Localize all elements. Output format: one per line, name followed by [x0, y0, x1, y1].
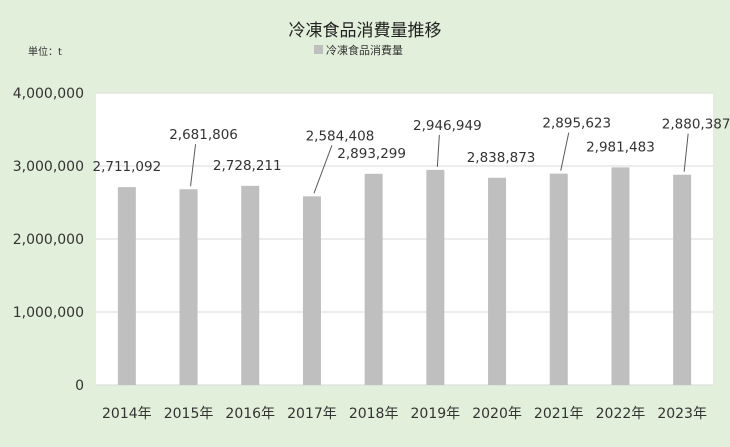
data-label: 2,946,949 — [413, 118, 482, 134]
x-tick-label: 2016年 — [225, 406, 275, 422]
data-label: 2,838,873 — [467, 150, 536, 166]
x-tick-label: 2014年 — [102, 406, 152, 422]
x-axis: 2014年 2015年 2016年 2017年 2018年 2019年 2020年 2021年… — [102, 406, 707, 422]
y-tick-label: 3,000,000 — [13, 159, 84, 175]
bar — [488, 177, 507, 385]
x-tick-label: 2018年 — [349, 406, 399, 422]
data-label: 2,893,299 — [337, 146, 406, 162]
leader-line — [560, 132, 570, 171]
data-label: 2,895,623 — [542, 116, 611, 132]
bar — [426, 169, 445, 385]
data-label: 2,981,483 — [586, 139, 655, 155]
y-tick-label: 2,000,000 — [13, 232, 84, 248]
bar — [364, 173, 383, 385]
x-tick-label: 2017年 — [287, 406, 337, 422]
y-tick-label: 1,000,000 — [13, 305, 84, 321]
bar — [611, 167, 630, 385]
chart-title: 冷凍食品消費量推移 — [289, 21, 442, 41]
leader-lines — [190, 132, 689, 194]
x-tick-label: 2021年 — [534, 406, 584, 422]
leader-line — [313, 145, 333, 194]
leader-line — [436, 134, 440, 167]
y-axis: 0 1,000,000 2,000,000 3,000,000 4,000,000 — [13, 86, 84, 394]
legend-swatch — [314, 45, 323, 54]
leader-line — [190, 144, 197, 187]
x-tick-label: 2023年 — [657, 406, 707, 422]
data-label: 2,711,092 — [92, 159, 161, 175]
x-tick-label: 2015年 — [164, 406, 214, 422]
x-tick-label: 2022年 — [596, 406, 646, 422]
y-tick-label: 4,000,000 — [13, 86, 84, 102]
bars — [117, 167, 692, 385]
leader-line — [683, 133, 689, 172]
x-tick-label: 2019年 — [411, 406, 461, 422]
bar — [549, 173, 568, 385]
gridlines — [96, 92, 713, 386]
unit-label: 単位：t — [28, 45, 62, 58]
bar — [302, 196, 321, 385]
bar — [241, 185, 260, 385]
bar — [673, 174, 692, 385]
y-tick-label: 0 — [75, 378, 84, 394]
data-label: 2,681,806 — [169, 127, 238, 143]
x-tick-label: 2020年 — [472, 406, 522, 422]
data-labels: 2,711,092 2,681,806 2,728,211 2,584,408 2,89… — [92, 116, 730, 175]
data-label: 2,728,211 — [213, 158, 282, 174]
legend-label: 冷凍食品消費量 — [326, 43, 403, 57]
bar — [117, 187, 136, 385]
data-label: 2,584,408 — [306, 128, 375, 144]
data-label: 2,880,387 — [662, 117, 730, 133]
bar — [179, 189, 198, 385]
